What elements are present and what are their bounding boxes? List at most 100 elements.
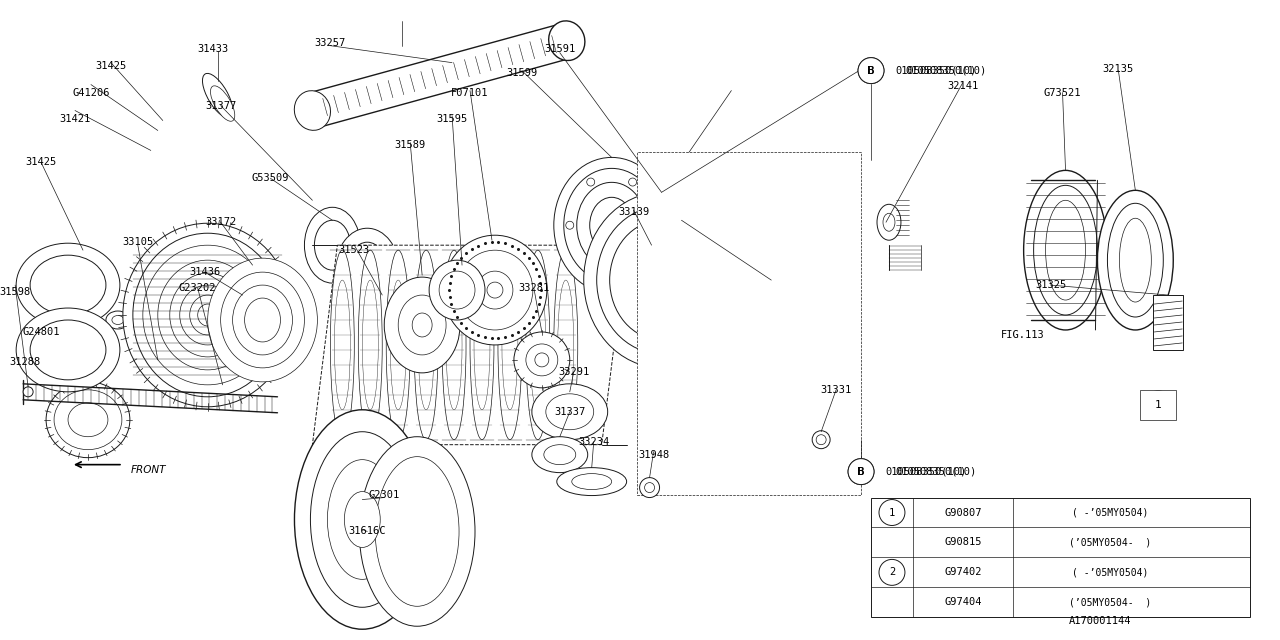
Text: G97402: G97402 xyxy=(945,568,982,577)
Ellipse shape xyxy=(106,311,129,329)
Circle shape xyxy=(586,264,595,273)
Ellipse shape xyxy=(17,308,120,392)
Text: 31331: 31331 xyxy=(820,385,851,395)
Polygon shape xyxy=(636,152,861,495)
Circle shape xyxy=(628,264,636,273)
Ellipse shape xyxy=(415,250,438,440)
Text: 33234: 33234 xyxy=(579,436,609,447)
Text: 010508350(10): 010508350(10) xyxy=(905,66,987,76)
Ellipse shape xyxy=(439,271,475,309)
Circle shape xyxy=(879,500,905,525)
Text: (’05MY0504-  ): (’05MY0504- ) xyxy=(1069,538,1151,547)
Text: 010508350(10): 010508350(10) xyxy=(895,467,977,477)
Circle shape xyxy=(1144,391,1172,419)
Circle shape xyxy=(858,58,884,84)
Text: G90807: G90807 xyxy=(945,508,982,518)
Circle shape xyxy=(535,353,549,367)
Text: G73521: G73521 xyxy=(1043,88,1082,97)
Text: 31948: 31948 xyxy=(637,450,669,460)
Ellipse shape xyxy=(596,206,726,354)
Ellipse shape xyxy=(210,86,234,121)
Text: B: B xyxy=(858,467,864,477)
Ellipse shape xyxy=(157,260,257,370)
Ellipse shape xyxy=(334,280,351,410)
Ellipse shape xyxy=(328,460,397,579)
Text: 010508350(10): 010508350(10) xyxy=(895,66,977,76)
Ellipse shape xyxy=(474,280,490,410)
Text: FIG.113: FIG.113 xyxy=(1001,330,1044,340)
Text: 31337: 31337 xyxy=(554,407,585,417)
Ellipse shape xyxy=(358,250,383,440)
Ellipse shape xyxy=(554,157,669,293)
Circle shape xyxy=(797,389,808,399)
Text: 33172: 33172 xyxy=(205,217,237,227)
Ellipse shape xyxy=(244,298,280,342)
Ellipse shape xyxy=(31,255,106,315)
Circle shape xyxy=(849,459,874,484)
Ellipse shape xyxy=(179,285,236,345)
Ellipse shape xyxy=(143,245,273,385)
Ellipse shape xyxy=(189,295,225,335)
Circle shape xyxy=(817,435,826,445)
Ellipse shape xyxy=(419,280,434,410)
Ellipse shape xyxy=(658,202,835,438)
Ellipse shape xyxy=(1046,200,1085,300)
Text: ( -’05MY0504): ( -’05MY0504) xyxy=(1071,568,1148,577)
Ellipse shape xyxy=(457,250,532,330)
Text: 31589: 31589 xyxy=(394,140,426,150)
Text: 1: 1 xyxy=(888,508,895,518)
Text: 33291: 33291 xyxy=(558,367,589,377)
Text: 31325: 31325 xyxy=(1036,280,1066,290)
Text: B: B xyxy=(858,467,864,477)
Ellipse shape xyxy=(362,280,379,410)
Ellipse shape xyxy=(877,204,901,240)
Ellipse shape xyxy=(470,250,494,440)
Circle shape xyxy=(586,178,595,186)
Text: F07101: F07101 xyxy=(452,88,489,97)
Ellipse shape xyxy=(17,243,120,327)
Text: 31523: 31523 xyxy=(339,245,370,255)
Text: 31591: 31591 xyxy=(544,44,576,54)
Text: 32135: 32135 xyxy=(1103,63,1134,74)
Ellipse shape xyxy=(202,74,233,118)
Circle shape xyxy=(858,58,884,84)
Circle shape xyxy=(741,420,751,429)
Ellipse shape xyxy=(197,304,218,326)
Bar xyxy=(1140,390,1176,420)
Ellipse shape xyxy=(549,21,585,61)
Ellipse shape xyxy=(170,273,246,357)
Ellipse shape xyxy=(675,222,818,418)
Text: B: B xyxy=(868,66,874,76)
Text: 32141: 32141 xyxy=(947,81,978,91)
Text: G90815: G90815 xyxy=(945,538,982,547)
Text: 010508350(10): 010508350(10) xyxy=(886,467,966,477)
Bar xyxy=(870,497,1251,617)
Ellipse shape xyxy=(1034,186,1097,315)
Ellipse shape xyxy=(532,384,608,440)
Text: 33281: 33281 xyxy=(518,283,549,293)
Ellipse shape xyxy=(502,280,518,410)
Ellipse shape xyxy=(344,492,380,547)
Text: 31433: 31433 xyxy=(197,44,228,54)
Text: A170001144: A170001144 xyxy=(1069,616,1132,627)
Polygon shape xyxy=(640,165,856,490)
Circle shape xyxy=(628,178,636,186)
Ellipse shape xyxy=(590,197,634,253)
Ellipse shape xyxy=(387,250,410,440)
Ellipse shape xyxy=(558,280,573,410)
Text: G24801: G24801 xyxy=(22,327,60,337)
Ellipse shape xyxy=(572,474,612,490)
Ellipse shape xyxy=(54,390,122,450)
Ellipse shape xyxy=(357,256,378,284)
Ellipse shape xyxy=(330,250,355,440)
Text: G97404: G97404 xyxy=(945,597,982,607)
Bar xyxy=(1153,295,1183,350)
Ellipse shape xyxy=(545,394,594,429)
Text: 31377: 31377 xyxy=(205,100,237,111)
Ellipse shape xyxy=(486,282,503,298)
Text: G41206: G41206 xyxy=(72,88,110,97)
Ellipse shape xyxy=(442,250,466,440)
Circle shape xyxy=(741,211,751,220)
Ellipse shape xyxy=(46,382,129,458)
Ellipse shape xyxy=(233,285,292,355)
